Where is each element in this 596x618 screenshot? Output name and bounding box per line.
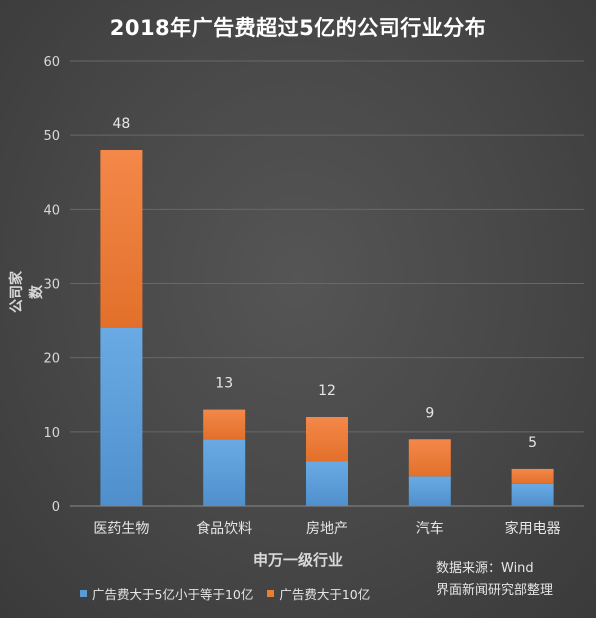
- legend-swatch-orange: [267, 590, 275, 597]
- x-tick-label: 汽车: [416, 520, 444, 537]
- bar-segment-small: [511, 483, 554, 506]
- y-tick-label: 30: [43, 278, 60, 293]
- y-tick-label: 50: [43, 129, 60, 144]
- y-tick-label: 40: [43, 203, 60, 218]
- bar-segment-large: [511, 468, 554, 484]
- bar-segment-small: [408, 476, 451, 506]
- total-data-label: 5: [528, 435, 537, 451]
- x-tick-label: 食品饮料: [196, 520, 252, 537]
- y-axis-label: 公司家数: [9, 271, 45, 313]
- legend-item-large: 广告费大于10亿: [267, 584, 370, 603]
- bar-segment-small: [100, 328, 143, 506]
- y-tick-label: 0: [52, 500, 60, 515]
- bar-segment-small: [203, 439, 246, 506]
- y-tick-label: 60: [43, 55, 60, 70]
- source-note: 数据来源：Wind 界面新闻研究部整理: [436, 558, 553, 602]
- total-data-label: 12: [318, 383, 336, 399]
- bar-segment-small: [306, 461, 348, 506]
- total-data-label: 9: [425, 405, 434, 421]
- bar-segment-large: [100, 150, 143, 328]
- x-axis-label: 申万一级行业: [252, 551, 343, 569]
- bar-segment-large: [306, 417, 348, 462]
- total-data-label: 13: [215, 376, 233, 392]
- x-tick-label: 房地产: [306, 521, 348, 537]
- y-tick-label: 20: [43, 352, 60, 367]
- legend-item-small: 广告费大于5亿小于等于10亿: [80, 584, 253, 603]
- x-tick-label: 家用电器: [505, 520, 561, 537]
- x-tick-label: 医药生物: [93, 521, 149, 537]
- total-data-label: 48: [112, 116, 130, 132]
- legend-label-small: 广告费大于5亿小于等于10亿: [92, 587, 254, 602]
- bar-segment-large: [408, 439, 451, 477]
- source-line-1: 数据来源：Wind: [436, 561, 534, 576]
- legend-label-large: 广告费大于10亿: [279, 587, 371, 602]
- source-line-2: 界面新闻研究部整理: [436, 583, 554, 598]
- chart-title: 2018年广告费超过5亿的公司行业分布: [109, 16, 487, 40]
- bar-segment-large: [203, 409, 246, 440]
- y-tick-label: 10: [43, 426, 60, 441]
- legend-swatch-blue: [80, 590, 87, 597]
- legend: 广告费大于5亿小于等于10亿 广告费大于10亿: [80, 584, 384, 603]
